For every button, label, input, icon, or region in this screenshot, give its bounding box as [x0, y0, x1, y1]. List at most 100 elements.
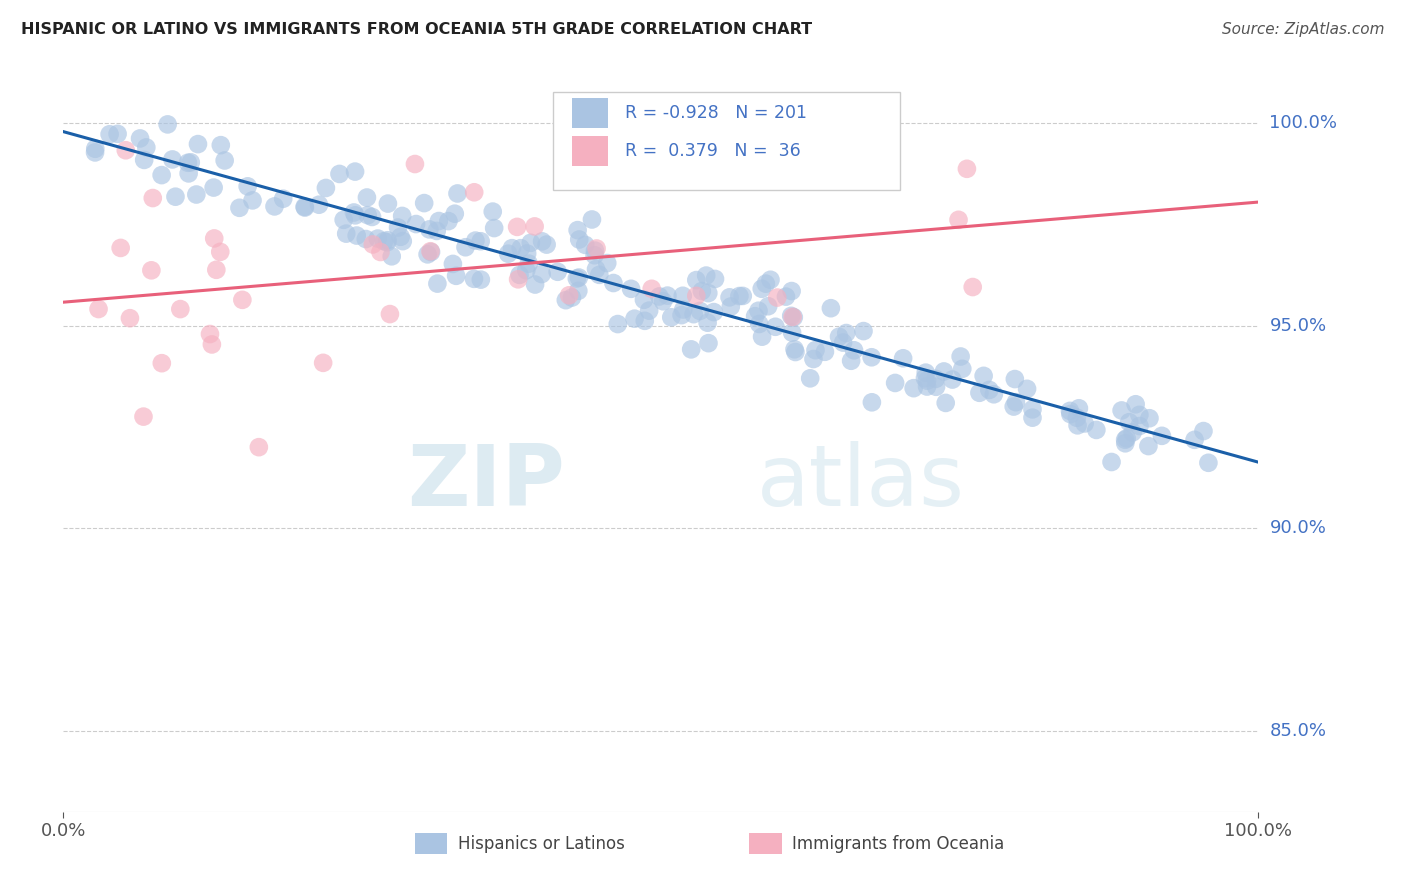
Point	[228, 201, 250, 215]
Point	[84, 142, 107, 156]
Point	[657, 288, 679, 302]
Point	[129, 131, 152, 145]
Point	[426, 277, 449, 291]
Point	[973, 368, 995, 383]
Text: Hispanics or Latinos: Hispanics or Latinos	[458, 835, 624, 853]
Point	[1059, 407, 1081, 421]
Point	[501, 241, 523, 255]
Point	[87, 301, 110, 316]
Point	[294, 200, 316, 214]
Point	[1128, 408, 1150, 422]
Point	[1073, 417, 1095, 431]
Point	[413, 196, 436, 211]
Point	[567, 284, 589, 298]
Point	[156, 117, 179, 131]
Point	[389, 229, 412, 244]
Point	[780, 284, 803, 298]
Point	[941, 373, 963, 387]
Point	[1066, 418, 1088, 433]
Point	[697, 336, 720, 351]
Point	[1118, 415, 1140, 429]
Point	[481, 204, 503, 219]
Point	[748, 317, 770, 331]
Point	[574, 238, 596, 252]
Point	[925, 372, 948, 386]
Point	[150, 356, 173, 370]
Point	[405, 217, 427, 231]
Point	[903, 381, 925, 395]
Point	[948, 212, 970, 227]
Point	[620, 282, 643, 296]
Point	[118, 311, 141, 326]
Point	[446, 186, 468, 201]
Point	[470, 272, 492, 286]
Point	[169, 302, 191, 317]
Point	[547, 265, 569, 279]
FancyBboxPatch shape	[572, 98, 609, 128]
Point	[682, 307, 704, 321]
Point	[367, 231, 389, 245]
Point	[391, 209, 413, 223]
Point	[536, 237, 558, 252]
Point	[956, 161, 979, 176]
Point	[1122, 425, 1144, 440]
Point	[860, 351, 883, 365]
Point	[530, 267, 553, 281]
Point	[1125, 397, 1147, 411]
Point	[114, 143, 136, 157]
Point	[704, 272, 727, 286]
Point	[506, 272, 529, 286]
Point	[567, 223, 589, 237]
Point	[165, 190, 187, 204]
Point	[766, 291, 789, 305]
Point	[1184, 433, 1206, 447]
Point	[1114, 436, 1136, 450]
Point	[177, 155, 200, 169]
Point	[799, 371, 821, 385]
Point	[180, 155, 202, 169]
Point	[1101, 455, 1123, 469]
Point	[633, 293, 655, 307]
Point	[672, 302, 695, 317]
Point	[935, 396, 957, 410]
Point	[780, 326, 803, 340]
Point	[860, 395, 883, 409]
Point	[242, 194, 264, 208]
Point	[516, 246, 538, 260]
Point	[718, 290, 741, 304]
Point	[1137, 439, 1160, 453]
Point	[744, 310, 766, 324]
Point	[685, 273, 707, 287]
Point	[454, 240, 477, 254]
Point	[914, 366, 936, 380]
Point	[1192, 424, 1215, 438]
Point	[441, 257, 464, 271]
Point	[1002, 400, 1025, 414]
Point	[496, 246, 519, 260]
Point	[1021, 402, 1043, 417]
Point	[962, 280, 984, 294]
Point	[1114, 433, 1136, 447]
Point	[464, 234, 486, 248]
Point	[602, 276, 624, 290]
Point	[884, 376, 907, 390]
Point	[531, 235, 554, 249]
Point	[780, 309, 803, 323]
Point	[1004, 372, 1026, 386]
Point	[803, 351, 825, 366]
Point	[914, 371, 936, 385]
Point	[979, 383, 1001, 397]
Point	[623, 311, 645, 326]
Point	[820, 301, 842, 316]
Point	[950, 361, 973, 376]
Point	[759, 273, 782, 287]
Point	[634, 314, 657, 328]
Point	[370, 244, 392, 259]
Point	[427, 214, 450, 228]
Point	[949, 350, 972, 364]
Text: atlas: atlas	[756, 441, 965, 524]
Text: 95.0%: 95.0%	[1270, 317, 1327, 334]
Point	[585, 262, 607, 277]
Point	[756, 299, 779, 313]
Point	[84, 145, 107, 160]
